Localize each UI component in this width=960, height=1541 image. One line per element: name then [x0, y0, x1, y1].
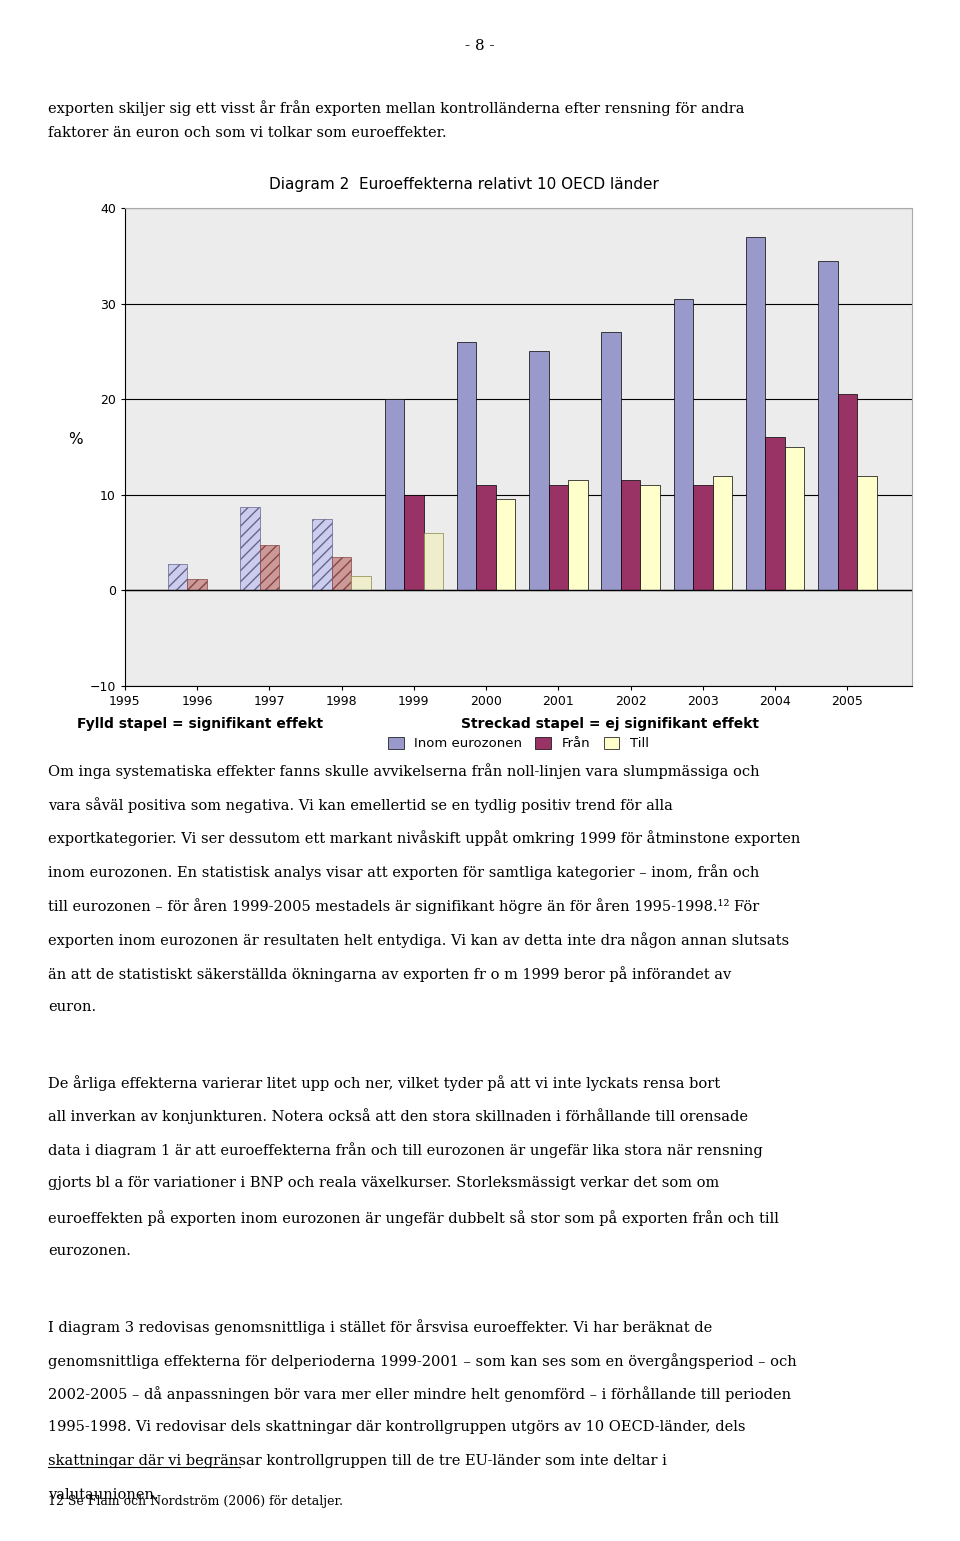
Text: än att de statistiskt säkerställda ökningarna av exporten fr o m 1999 beror på i: än att de statistiskt säkerställda öknin…: [48, 966, 732, 982]
Legend: Inom eurozonen, Från, Till: Inom eurozonen, Från, Till: [382, 732, 655, 755]
Text: gjorts bl a för variationer i BNP och reala växelkurser. Storleksmässigt verkar : gjorts bl a för variationer i BNP och re…: [48, 1176, 719, 1190]
Text: Om inga systematiska effekter fanns skulle avvikelserna från noll-linjen vara sl: Om inga systematiska effekter fanns skul…: [48, 763, 759, 778]
Text: exporten skiljer sig ett visst år från exporten mellan kontrolländerna efter ren: exporten skiljer sig ett visst år från e…: [48, 100, 745, 116]
Bar: [818, 260, 837, 590]
Text: valutaunionen.: valutaunionen.: [48, 1489, 158, 1502]
Bar: [640, 485, 660, 590]
Text: Fylld stapel = signifikant effekt: Fylld stapel = signifikant effekt: [77, 717, 323, 730]
Bar: [476, 485, 495, 590]
Bar: [495, 499, 516, 590]
Bar: [457, 342, 476, 590]
Bar: [332, 556, 351, 590]
Text: euroeffekten på exporten inom eurozonen är ungefär dubbelt så stor som på export: euroeffekten på exporten inom eurozonen …: [48, 1210, 779, 1227]
Bar: [693, 485, 712, 590]
Bar: [423, 533, 444, 590]
Bar: [312, 518, 332, 590]
Bar: [601, 333, 621, 590]
Y-axis label: %: %: [68, 431, 83, 447]
Bar: [187, 579, 206, 590]
Bar: [529, 351, 548, 590]
Text: De årliga effekterna varierar litet upp och ner, vilket tyder på att vi inte lyc: De årliga effekterna varierar litet upp …: [48, 1074, 720, 1091]
Bar: [548, 485, 568, 590]
Bar: [765, 438, 785, 590]
Text: I diagram 3 redovisas genomsnittliga i stället för årsvisa euroeffekter. Vi har : I diagram 3 redovisas genomsnittliga i s…: [48, 1319, 712, 1335]
Bar: [240, 507, 259, 590]
Bar: [621, 481, 640, 590]
Bar: [351, 576, 371, 590]
Bar: [385, 399, 404, 590]
Bar: [712, 476, 732, 590]
Bar: [168, 564, 187, 590]
Text: eurozonen.: eurozonen.: [48, 1244, 131, 1257]
Bar: [404, 495, 423, 590]
Text: skattningar där vi begränsar kontrollgruppen till de tre EU-länder som inte delt: skattningar där vi begränsar kontrollgru…: [48, 1455, 667, 1469]
Text: exportkategorier. Vi ser dessutom ett markant nivåskift uppåt omkring 1999 för å: exportkategorier. Vi ser dessutom ett ma…: [48, 831, 801, 846]
Bar: [785, 447, 804, 590]
Text: euron.: euron.: [48, 1000, 96, 1014]
Bar: [674, 299, 693, 590]
Text: vara såväl positiva som negativa. Vi kan emellertid se en tydlig positiv trend f: vara såväl positiva som negativa. Vi kan…: [48, 797, 673, 812]
Bar: [259, 546, 279, 590]
Bar: [568, 481, 588, 590]
Text: exporten inom eurozonen är resultaten helt entydiga. Vi kan av detta inte dra nå: exporten inom eurozonen är resultaten he…: [48, 932, 789, 948]
Text: inom eurozonen. En statistisk analys visar att exporten för samtliga kategorier : inom eurozonen. En statistisk analys vis…: [48, 865, 759, 880]
Bar: [746, 237, 765, 590]
Text: - 8 -: - 8 -: [466, 39, 494, 52]
Text: faktorer än euron och som vi tolkar som euroeffekter.: faktorer än euron och som vi tolkar som …: [48, 126, 446, 140]
Text: Streckad stapel = ej signifikant effekt: Streckad stapel = ej signifikant effekt: [461, 717, 758, 730]
Text: 2002-2005 – då anpassningen bör vara mer eller mindre helt genomförd – i förhåll: 2002-2005 – då anpassningen bör vara mer…: [48, 1387, 791, 1402]
Text: Diagram 2  Euroeffekterna relativt 10 OECD länder: Diagram 2 Euroeffekterna relativt 10 OEC…: [269, 177, 659, 193]
Text: 12 Se Flam och Nordström (2006) för detaljer.: 12 Se Flam och Nordström (2006) för deta…: [48, 1495, 343, 1507]
Text: data i diagram 1 är att euroeffekterna från och till eurozonen är ungefär lika s: data i diagram 1 är att euroeffekterna f…: [48, 1142, 763, 1159]
Text: all inverkan av konjunkturen. Notera också att den stora skillnaden i förhålland: all inverkan av konjunkturen. Notera ock…: [48, 1108, 748, 1125]
Text: 1995-1998. Vi redovisar dels skattningar där kontrollgruppen utgörs av 10 OECD-l: 1995-1998. Vi redovisar dels skattningar…: [48, 1421, 746, 1435]
Bar: [837, 394, 857, 590]
Text: till eurozonen – för åren 1999-2005 mestadels är signifikant högre än för åren 1: till eurozonen – för åren 1999-2005 mest…: [48, 898, 759, 914]
Text: genomsnittliga effekterna för delperioderna 1999-2001 – som kan ses som en överg: genomsnittliga effekterna för delperiode…: [48, 1353, 797, 1368]
Bar: [857, 476, 876, 590]
